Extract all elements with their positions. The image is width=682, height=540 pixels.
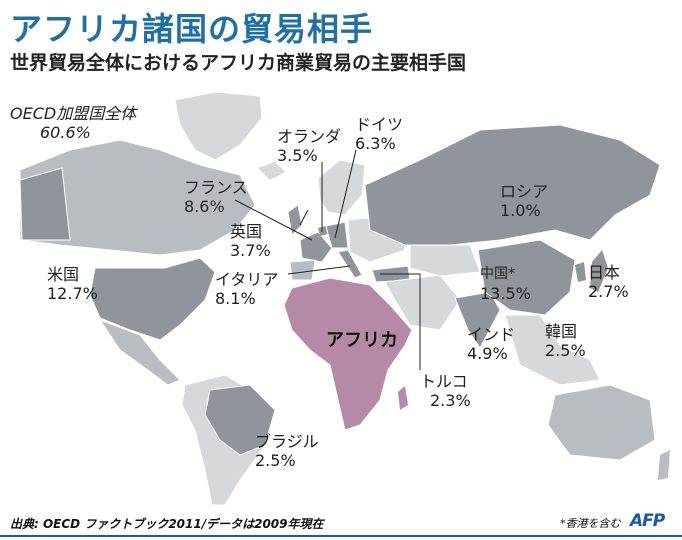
scandinavia	[317, 159, 366, 216]
label-uk: 英国 3.7%	[230, 222, 271, 260]
label-netherlands: オランダ 3.5%	[277, 127, 341, 165]
footnote: *香港を含む	[560, 517, 621, 530]
label-oecd-name: OECD加盟国全体	[10, 104, 137, 123]
label-turkey-name: トルコ	[420, 372, 468, 391]
canada	[19, 139, 256, 256]
leader-uk	[299, 209, 309, 226]
label-brazil-value: 2.5%	[255, 451, 296, 470]
source-note: 出典: OECD ファクトブック2011/データは2009年現在	[10, 517, 324, 531]
label-turkey-value: 2.3%	[430, 391, 471, 410]
label-china: 中国* 13.5%	[480, 265, 531, 303]
india	[454, 291, 501, 349]
germany	[325, 221, 349, 249]
leader-italy	[287, 265, 351, 275]
label-brazil: ブラジル 2.5%	[255, 432, 319, 470]
label-korea: 韓国 2.5%	[545, 322, 586, 360]
uk	[287, 204, 303, 237]
label-oecd-value: 60.6%	[40, 123, 91, 142]
label-india-name: インド	[467, 325, 516, 344]
africa-label: アフリカ	[326, 330, 398, 351]
label-netherlands-name: オランダ	[277, 127, 342, 146]
japan	[590, 250, 608, 292]
page-title: アフリカ諸国の貿易相手	[10, 10, 374, 48]
label-germany: ドイツ 6.3%	[355, 115, 403, 153]
brazil	[204, 384, 276, 456]
label-china-value: 13.5%	[480, 284, 531, 303]
label-russia-name: ロシア	[500, 182, 549, 201]
label-turkey: トルコ 2.3%	[420, 372, 471, 410]
label-japan-value: 2.7%	[588, 282, 629, 301]
usa	[89, 257, 216, 341]
label-italy-value: 8.1%	[215, 289, 256, 308]
leader-germany	[334, 149, 357, 239]
label-italy-name: イタリア	[215, 270, 279, 289]
netherlands	[318, 226, 328, 236]
france	[299, 231, 333, 263]
label-korea-name: 韓国	[545, 322, 578, 341]
label-russia-value: 1.0%	[500, 201, 541, 220]
label-france: フランス 8.6%	[184, 178, 248, 216]
bottom-rule	[0, 535, 682, 537]
label-china-name: 中国*	[480, 266, 515, 282]
label-oecd: OECD加盟国全体 60.6%	[10, 104, 136, 142]
label-usa: 米国 12.7%	[47, 265, 98, 303]
china	[477, 239, 576, 316]
australia	[547, 384, 656, 461]
label-usa-name: 米国	[47, 265, 80, 284]
world-map	[19, 91, 670, 506]
greenland	[174, 91, 263, 161]
southeast-asia	[504, 314, 601, 386]
label-russia: ロシア 1.0%	[500, 182, 548, 220]
korea	[575, 262, 586, 282]
label-italy: イタリア 8.1%	[215, 270, 278, 308]
label-germany-value: 6.3%	[355, 134, 396, 153]
iberia	[289, 259, 316, 281]
page-subtitle: 世界貿易全体におけるアフリカ商業貿易の主要相手国	[10, 52, 467, 74]
label-korea-value: 2.5%	[545, 341, 586, 360]
alaska	[19, 167, 71, 241]
madagascar	[398, 386, 408, 410]
label-japan-name: 日本	[588, 263, 621, 282]
label-netherlands-value: 3.5%	[277, 146, 318, 165]
iceland	[258, 162, 285, 180]
italy	[337, 249, 363, 279]
label-india: インド 4.9%	[467, 325, 515, 363]
label-france-name: フランス	[184, 178, 248, 197]
leader-france	[234, 199, 313, 241]
label-germany-name: ドイツ	[355, 115, 404, 134]
label-japan: 日本 2.7%	[588, 263, 629, 301]
label-france-value: 8.6%	[184, 197, 225, 216]
new-zealand	[658, 450, 670, 480]
label-brazil-name: ブラジル	[255, 432, 319, 451]
mexico	[98, 318, 181, 386]
afp-logo: AFP	[630, 511, 665, 531]
africa	[283, 277, 413, 431]
label-uk-name: 英国	[230, 222, 263, 241]
central-asia	[409, 244, 481, 277]
label-usa-value: 12.7%	[47, 284, 98, 303]
label-india-value: 4.9%	[467, 344, 508, 363]
label-uk-value: 3.7%	[230, 241, 271, 260]
